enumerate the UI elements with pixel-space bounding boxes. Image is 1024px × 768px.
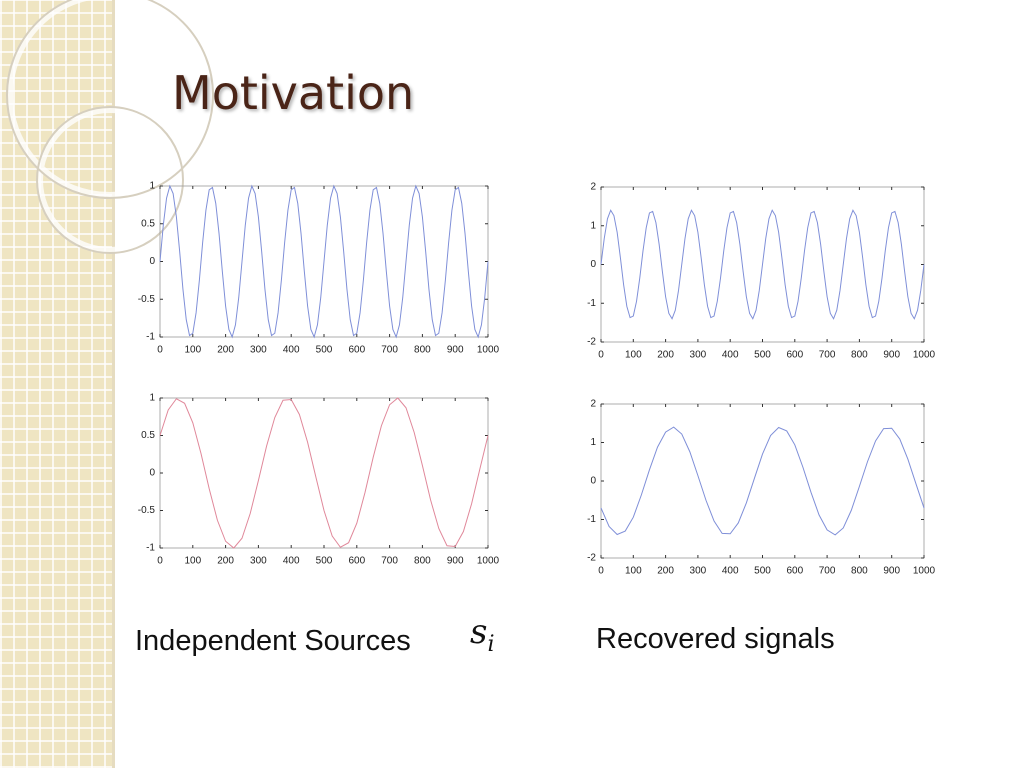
x-tick-label: 600: [786, 350, 803, 361]
x-tick-label: 500: [316, 345, 333, 356]
caption: Independent Sources: [135, 625, 411, 657]
x-tick-label: 1000: [913, 566, 936, 577]
x-tick-label: 1000: [477, 556, 500, 567]
math-subscript: i: [487, 631, 495, 657]
slide-title: Motivation: [172, 66, 415, 120]
signal-line: [600, 426, 925, 536]
y-tick-label: 0: [149, 468, 155, 479]
y-tick-label: 0: [590, 259, 596, 270]
y-tick-label: 0.5: [141, 218, 155, 229]
x-tick-label: 600: [348, 556, 365, 567]
x-tick-label: 900: [883, 566, 900, 577]
x-tick-label: 700: [381, 345, 398, 356]
x-tick-label: 100: [184, 345, 201, 356]
x-tick-label: 800: [414, 556, 431, 567]
x-tick-label: 300: [250, 345, 267, 356]
decor-circles-outline: [6, 0, 214, 254]
x-tick-label: 100: [625, 566, 642, 577]
x-tick-label: 200: [657, 566, 674, 577]
y-tick-label: 1: [590, 437, 596, 448]
signal-line: [159, 397, 489, 549]
y-tick-label: 1: [149, 181, 155, 192]
y-tick-label: 1: [149, 393, 155, 404]
math-symbol: si: [470, 612, 495, 657]
x-tick-label: 0: [157, 345, 163, 356]
y-tick-label: -1: [587, 514, 596, 525]
plot-frame: [600, 403, 925, 559]
x-tick-label: 700: [819, 566, 836, 577]
decor-circles: [7, 0, 213, 253]
x-tick-label: 0: [598, 350, 604, 361]
x-tick-label: 300: [250, 556, 267, 567]
x-tick-label: 100: [184, 556, 201, 567]
y-tick-label: 0: [149, 256, 155, 267]
y-tick-label: 2: [590, 399, 596, 410]
x-tick-label: 700: [819, 350, 836, 361]
x-tick-label: 500: [754, 350, 771, 361]
x-tick-label: 400: [722, 350, 739, 361]
x-tick-label: 800: [414, 345, 431, 356]
x-tick-label: 0: [598, 566, 604, 577]
x-tick-label: 500: [316, 556, 333, 567]
x-tick-label: 400: [283, 345, 300, 356]
x-tick-label: 800: [851, 350, 868, 361]
x-tick-label: 1000: [913, 350, 936, 361]
y-tick-label: -0.5: [138, 294, 156, 305]
x-tick-label: 0: [157, 556, 163, 567]
signal-line: [600, 209, 925, 320]
y-tick-label: 2: [590, 182, 596, 193]
x-tick-label: 700: [381, 556, 398, 567]
x-tick-label: 400: [722, 566, 739, 577]
x-tick-label: 200: [657, 350, 674, 361]
x-tick-label: 300: [690, 566, 707, 577]
x-tick-label: 200: [217, 345, 234, 356]
x-tick-label: 900: [883, 350, 900, 361]
y-tick-label: -1: [587, 298, 596, 309]
x-tick-label: 200: [217, 556, 234, 567]
y-tick-label: -2: [587, 553, 596, 564]
math-base: s: [470, 612, 488, 652]
x-tick-label: 900: [447, 556, 464, 567]
plot-frame: [159, 397, 489, 549]
y-tick-label: 0.5: [141, 430, 155, 441]
caption: Recovered signals: [596, 623, 835, 655]
x-tick-label: 800: [851, 566, 868, 577]
y-tick-label: -1: [146, 543, 155, 554]
y-tick-label: -2: [587, 337, 596, 348]
x-tick-label: 400: [283, 556, 300, 567]
x-tick-label: 1000: [477, 345, 500, 356]
x-tick-label: 100: [625, 350, 642, 361]
y-tick-label: 0: [590, 476, 596, 487]
y-tick-label: -0.5: [138, 505, 156, 516]
x-tick-label: 600: [786, 566, 803, 577]
y-tick-label: -1: [146, 332, 155, 343]
signal-line: [159, 184, 489, 339]
x-tick-label: 300: [690, 350, 707, 361]
x-tick-label: 500: [754, 566, 771, 577]
x-tick-label: 600: [348, 345, 365, 356]
x-tick-label: 900: [447, 345, 464, 356]
y-tick-label: 1: [590, 220, 596, 231]
